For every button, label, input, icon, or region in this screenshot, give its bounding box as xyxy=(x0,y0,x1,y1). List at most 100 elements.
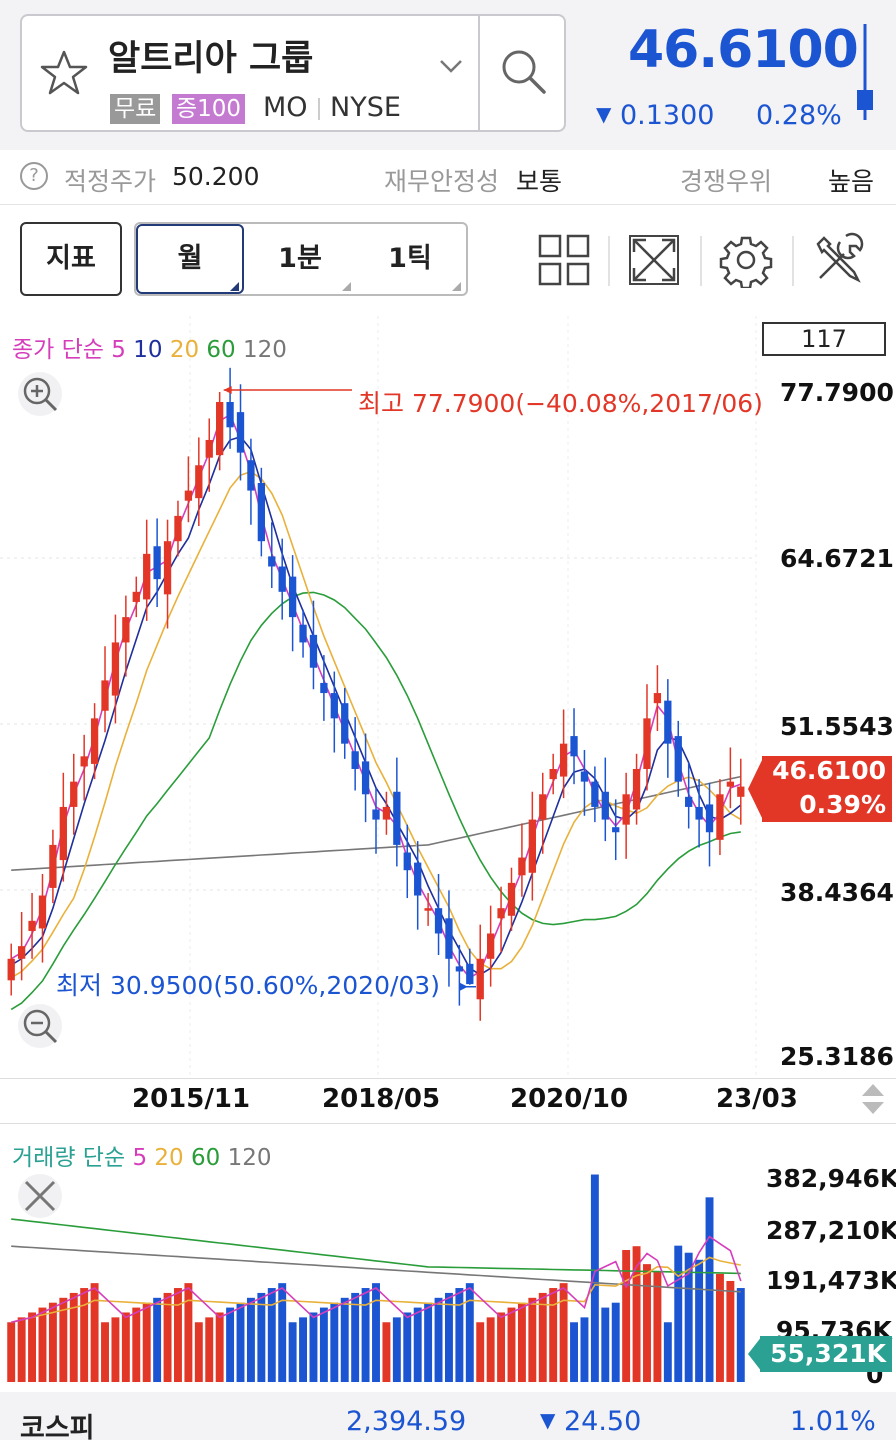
vol-y-tick-label: 382,946K xyxy=(766,1164,896,1193)
volume-bar xyxy=(736,1288,745,1382)
fair-price-value: 50.200 xyxy=(172,162,260,191)
volume-bar xyxy=(246,1297,255,1382)
candle-body xyxy=(268,556,276,567)
close-volume-button[interactable] xyxy=(18,1174,62,1218)
bar-count-box[interactable]: 117 xyxy=(762,322,886,356)
help-icon[interactable]: ? xyxy=(20,162,48,190)
badge-pointer xyxy=(748,756,764,822)
candle-body xyxy=(49,844,57,888)
candle-body xyxy=(101,680,109,711)
legend-ma60: 60 xyxy=(206,337,236,363)
volume-bar xyxy=(163,1292,172,1382)
x-tick-label: 23/03 xyxy=(716,1084,798,1114)
volume-legend[interactable]: 거래량 단순 5 20 60 120 xyxy=(12,1138,271,1172)
grid-layout-icon[interactable] xyxy=(536,232,592,288)
index-change-value: 24.50 xyxy=(563,1406,642,1437)
period-1tick-button[interactable]: 1틱 xyxy=(388,243,432,274)
margin-badge: 증100 xyxy=(172,94,246,124)
candle xyxy=(632,753,641,825)
badge-pointer xyxy=(748,1336,762,1372)
candle xyxy=(507,867,516,931)
chevron-down-icon[interactable] xyxy=(438,58,464,74)
volume-bar xyxy=(340,1297,349,1382)
competitive-advantage-value: 높음 xyxy=(828,167,875,196)
ticker-symbol: MO xyxy=(263,92,308,123)
volume-bar xyxy=(205,1317,214,1382)
candle-body xyxy=(341,703,349,744)
volume-bar xyxy=(288,1322,297,1382)
vol-ma20-line xyxy=(11,1256,741,1324)
candle xyxy=(278,538,286,620)
search-button[interactable] xyxy=(478,14,566,132)
candle xyxy=(320,655,328,721)
ma20-line xyxy=(10,470,742,979)
candle xyxy=(487,905,495,987)
legend-ma20: 20 xyxy=(169,337,200,363)
candle-body xyxy=(434,908,443,934)
volume-bar xyxy=(174,1288,182,1382)
tools-icon[interactable] xyxy=(810,232,866,288)
candle-body xyxy=(580,771,589,782)
candle-body xyxy=(163,541,172,595)
vol-ma60-line xyxy=(11,1218,741,1275)
candle xyxy=(528,791,536,901)
volume-bar xyxy=(257,1292,266,1382)
volume-bar xyxy=(726,1280,735,1382)
zoom-in-button[interactable] xyxy=(18,372,62,416)
star-icon[interactable] xyxy=(38,48,90,100)
candle-body xyxy=(382,806,391,820)
x-tick-label: 2015/11 xyxy=(132,1084,251,1114)
zoom-in-icon xyxy=(23,377,58,412)
candle-body xyxy=(80,756,88,767)
candle xyxy=(737,758,745,825)
index-ticker-bar[interactable] xyxy=(0,1392,896,1440)
volume-bar xyxy=(236,1302,245,1382)
pane-resize-icon[interactable] xyxy=(858,1080,888,1118)
y-tick-label: 25.3186 xyxy=(780,1042,894,1071)
candle-body xyxy=(445,918,453,959)
volume-bar xyxy=(663,1322,672,1382)
exchange-label: NYSE xyxy=(330,92,401,123)
volume-bar xyxy=(528,1297,537,1382)
zoom-out-button[interactable] xyxy=(18,1004,62,1048)
y-tick-label: 64.6721 xyxy=(780,544,894,573)
price-chart[interactable] xyxy=(0,316,896,1078)
period-month-button[interactable]: 월 xyxy=(136,224,244,294)
volume-bar xyxy=(59,1297,68,1382)
volume-bar xyxy=(17,1317,26,1382)
fullscreen-icon[interactable] xyxy=(626,232,682,288)
candle-body xyxy=(518,857,526,876)
candle-body xyxy=(122,617,130,643)
fair-price-label: 적정주가 xyxy=(64,167,157,196)
candle xyxy=(111,614,120,724)
dropdown-corner-icon xyxy=(230,282,239,291)
candle xyxy=(361,733,370,823)
ma-legend[interactable]: 종가 단순 5 10 20 60 120 xyxy=(12,330,287,364)
candle-body xyxy=(414,862,422,896)
volume-chart[interactable] xyxy=(0,1124,896,1392)
settings-gear-icon[interactable] xyxy=(718,232,774,288)
candle xyxy=(549,753,557,795)
index-value: 2,394.59 xyxy=(346,1406,467,1437)
candle-body xyxy=(288,576,297,618)
volume-bar xyxy=(507,1307,516,1382)
divider xyxy=(700,236,702,286)
volume-bar xyxy=(570,1322,578,1382)
candle-body xyxy=(153,546,161,580)
candle xyxy=(299,609,307,658)
candle xyxy=(28,892,36,959)
volume-bar xyxy=(517,1302,526,1382)
dropdown-corner-icon xyxy=(342,282,351,291)
candle-body xyxy=(653,693,662,704)
candle-body xyxy=(90,718,99,764)
candle xyxy=(664,679,672,778)
period-1min-button[interactable]: 1분 xyxy=(278,243,322,274)
candle xyxy=(59,772,67,882)
volume-bar xyxy=(622,1250,631,1382)
indicator-button[interactable]: 지표 xyxy=(20,222,122,296)
candle-body xyxy=(236,412,245,453)
candle-body xyxy=(705,804,714,833)
x-axis[interactable] xyxy=(0,1078,896,1124)
candle xyxy=(434,874,443,955)
search-icon xyxy=(502,50,546,94)
